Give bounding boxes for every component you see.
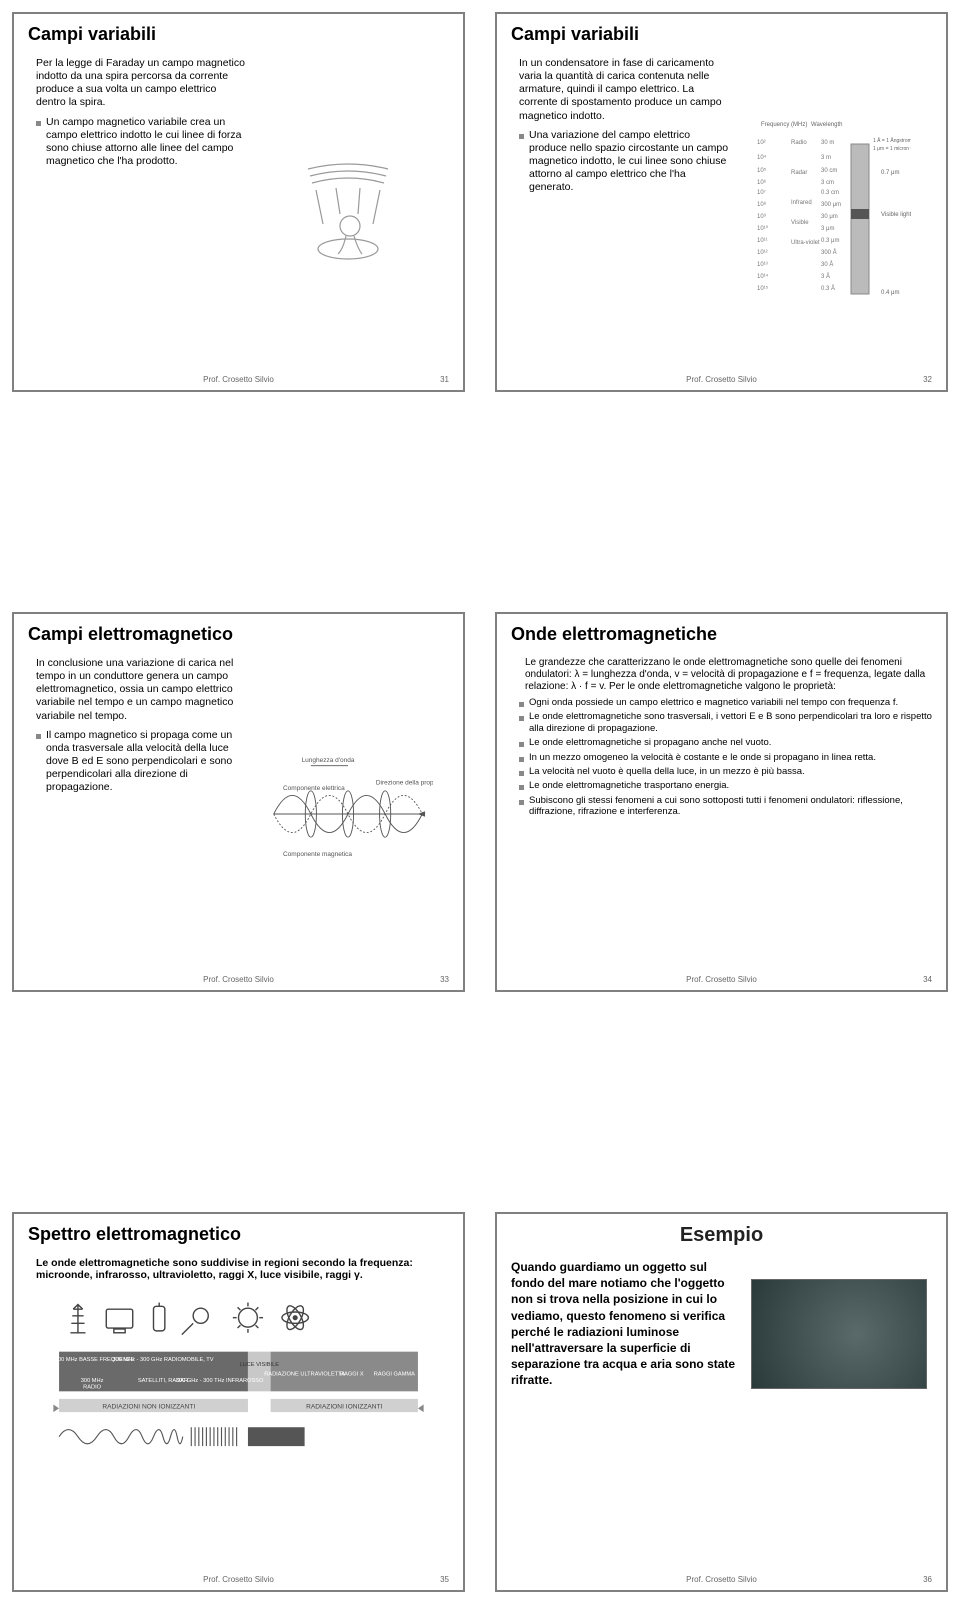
svg-text:300 MHz: 300 MHz: [81, 1378, 104, 1384]
svg-text:30 cm: 30 cm: [821, 168, 837, 174]
svg-text:3 Å: 3 Å: [821, 273, 830, 280]
svg-text:10¹²: 10¹²: [757, 250, 768, 256]
svg-text:1 Å = 1 Ångstrom = 10⁻¹⁰ m: 1 Å = 1 Ångstrom = 10⁻¹⁰ m: [873, 137, 911, 144]
svg-text:10¹⁰: 10¹⁰: [757, 225, 769, 232]
bullet-2: Le onde elettromagnetiche sono trasversa…: [519, 711, 932, 734]
intro-text: Per la legge di Faraday un campo magneti…: [28, 57, 247, 110]
svg-text:Infrared: Infrared: [791, 200, 812, 206]
slide-35: Spettro elettromagnetico Le onde elettro…: [12, 1212, 465, 1592]
footer-author: Prof. Crosetto Silvio: [651, 375, 791, 384]
footer-author: Prof. Crosetto Silvio: [651, 975, 791, 984]
svg-text:Radar: Radar: [791, 170, 807, 176]
svg-text:30 Å: 30 Å: [821, 261, 833, 268]
svg-text:0.3 cm: 0.3 cm: [821, 190, 839, 196]
svg-text:Frequency (MHz): Frequency (MHz): [761, 122, 807, 128]
wave-diagram: Lunghezza d'onda Componente elettrica Co…: [255, 657, 440, 971]
bullet-1: Ogni onda possiede un campo elettrico e …: [519, 697, 932, 708]
svg-text:Direzione della propagazione: Direzione della propagazione: [375, 779, 432, 786]
svg-text:Radio: Radio: [791, 140, 807, 146]
slide-32: Campi variabili In un condensatore in fa…: [495, 12, 948, 392]
svg-text:10⁴: 10⁴: [757, 154, 767, 161]
page-number: 32: [792, 375, 932, 384]
svg-text:10⁸: 10⁸: [757, 201, 767, 208]
svg-text:RADIAZIONI NON IONIZZANTI: RADIAZIONI NON IONIZZANTI: [102, 1403, 195, 1410]
svg-text:RADIO: RADIO: [83, 1385, 102, 1391]
slide-31: Campi variabili Per la legge di Faraday …: [12, 12, 465, 392]
svg-text:0.3 Å: 0.3 Å: [821, 285, 835, 292]
svg-text:10¹¹: 10¹¹: [757, 238, 768, 244]
bullet-1: Un campo magnetico variabile crea un cam…: [36, 116, 247, 169]
svg-text:LUCE VISIBILE: LUCE VISIBILE: [239, 1362, 279, 1368]
svg-text:300 MHz - 300 GHz RADIOMOBILE,: 300 MHz - 300 GHz RADIOMOBILE, TV: [112, 1357, 213, 1363]
svg-text:3 m: 3 m: [821, 155, 831, 161]
svg-text:0.7 μm: 0.7 μm: [881, 170, 899, 176]
page-number: 33: [309, 975, 449, 984]
bullet-1: Una variazione del campo elettrico produ…: [519, 129, 730, 195]
svg-text:RAGGI GAMMA: RAGGI GAMMA: [374, 1371, 415, 1377]
slide-title: Campi variabili: [28, 24, 449, 45]
slide-34: Onde elettromagnetiche Le grandezze che …: [495, 612, 948, 992]
body-text: Quando guardiamo un oggetto sul fondo de…: [511, 1259, 743, 1389]
svg-text:Componente magnetica: Componente magnetica: [283, 851, 352, 858]
bullet-5: La velocità nel vuoto è quella della luc…: [519, 766, 932, 777]
svg-text:10²: 10²: [757, 140, 766, 146]
svg-text:30 m: 30 m: [821, 140, 834, 146]
spectrum-diagram: 1-300 MHz BASSE FREQUENZE 300 MHz - 300 …: [28, 1295, 449, 1470]
bullet-4: In un mezzo omogeneo la velocità è costa…: [519, 752, 932, 763]
svg-text:10¹⁴: 10¹⁴: [757, 273, 769, 280]
slide-title: Onde elettromagnetiche: [511, 624, 932, 645]
slide-title: Campi elettromagnetico: [28, 624, 449, 645]
svg-text:Lunghezza d'onda: Lunghezza d'onda: [301, 757, 354, 764]
intro-text: Le grandezze che caratterizzano le onde …: [511, 657, 932, 693]
slide-title: Esempio: [511, 1224, 932, 1247]
svg-text:10¹⁵: 10¹⁵: [757, 285, 769, 292]
bullet-3: Le onde elettromagnetiche si propagano a…: [519, 737, 932, 748]
svg-text:Visible light: Visible light: [881, 212, 911, 218]
slide-title: Spettro elettromagnetico: [28, 1224, 449, 1245]
svg-text:0.4 μm: 0.4 μm: [881, 290, 899, 296]
svg-text:3 cm: 3 cm: [821, 180, 834, 186]
svg-text:Visible: Visible: [791, 220, 809, 226]
footer-author: Prof. Crosetto Silvio: [168, 1575, 308, 1584]
intro-text: In conclusione una variazione di carica …: [28, 657, 247, 723]
svg-text:Componente elettrica: Componente elettrica: [283, 785, 345, 792]
footer-author: Prof. Crosetto Silvio: [651, 1575, 791, 1584]
svg-text:10⁷: 10⁷: [757, 189, 766, 196]
footer-author: Prof. Crosetto Silvio: [168, 375, 308, 384]
svg-text:RAGGI X: RAGGI X: [340, 1371, 364, 1377]
refraction-photo: [751, 1279, 928, 1389]
page-number: 34: [792, 975, 932, 984]
svg-text:Wavelength: Wavelength: [811, 122, 842, 128]
svg-text:300 GHz - 300 THz INFRAROSSO: 300 GHz - 300 THz INFRAROSSO: [176, 1378, 264, 1384]
svg-text:300 μm: 300 μm: [821, 202, 841, 208]
slide-36: Esempio Quando guardiamo un oggetto sul …: [495, 1212, 948, 1592]
bullet-7: Subiscono gli stessi fenomeni a cui sono…: [519, 795, 932, 818]
svg-text:3 μm: 3 μm: [821, 226, 834, 232]
page-number: 36: [792, 1575, 932, 1584]
svg-text:10⁹: 10⁹: [757, 213, 767, 220]
page-number: 31: [309, 375, 449, 384]
illustration-faraday: [255, 57, 440, 371]
slide-title: Campi variabili: [511, 24, 932, 45]
slide-33: Campi elettromagnetico In conclusione un…: [12, 612, 465, 992]
svg-text:10¹³: 10¹³: [757, 262, 768, 268]
bullet-6: Le onde elettromagnetiche trasportano en…: [519, 780, 932, 791]
svg-text:1 μm = 1 micron = 10⁻⁶ m: 1 μm = 1 micron = 10⁻⁶ m: [873, 146, 911, 152]
footer-author: Prof. Crosetto Silvio: [168, 975, 308, 984]
intro-text: In un condensatore in fase di caricament…: [511, 57, 730, 123]
em-spectrum-chart: Frequency (MHz) Wavelength 1 Å = 1 Ångst…: [738, 57, 923, 371]
svg-text:10⁵: 10⁵: [757, 167, 767, 174]
intro-text: Le onde elettromagnetiche sono suddivise…: [28, 1257, 449, 1281]
svg-text:Ultra-violet: Ultra-violet: [791, 240, 820, 246]
bullet-1: Il campo magnetico si propaga come un on…: [36, 729, 247, 795]
svg-text:300 Å: 300 Å: [821, 249, 837, 256]
svg-text:10⁶: 10⁶: [757, 179, 767, 186]
page-number: 35: [309, 1575, 449, 1584]
svg-text:RADIAZIONI IONIZZANTI: RADIAZIONI IONIZZANTI: [306, 1403, 383, 1410]
svg-text:0.3 μm: 0.3 μm: [821, 238, 839, 244]
svg-text:RADIAZIONE ULTRAVIOLETTA: RADIAZIONE ULTRAVIOLETTA: [264, 1371, 345, 1377]
svg-text:30 μm: 30 μm: [821, 214, 838, 220]
